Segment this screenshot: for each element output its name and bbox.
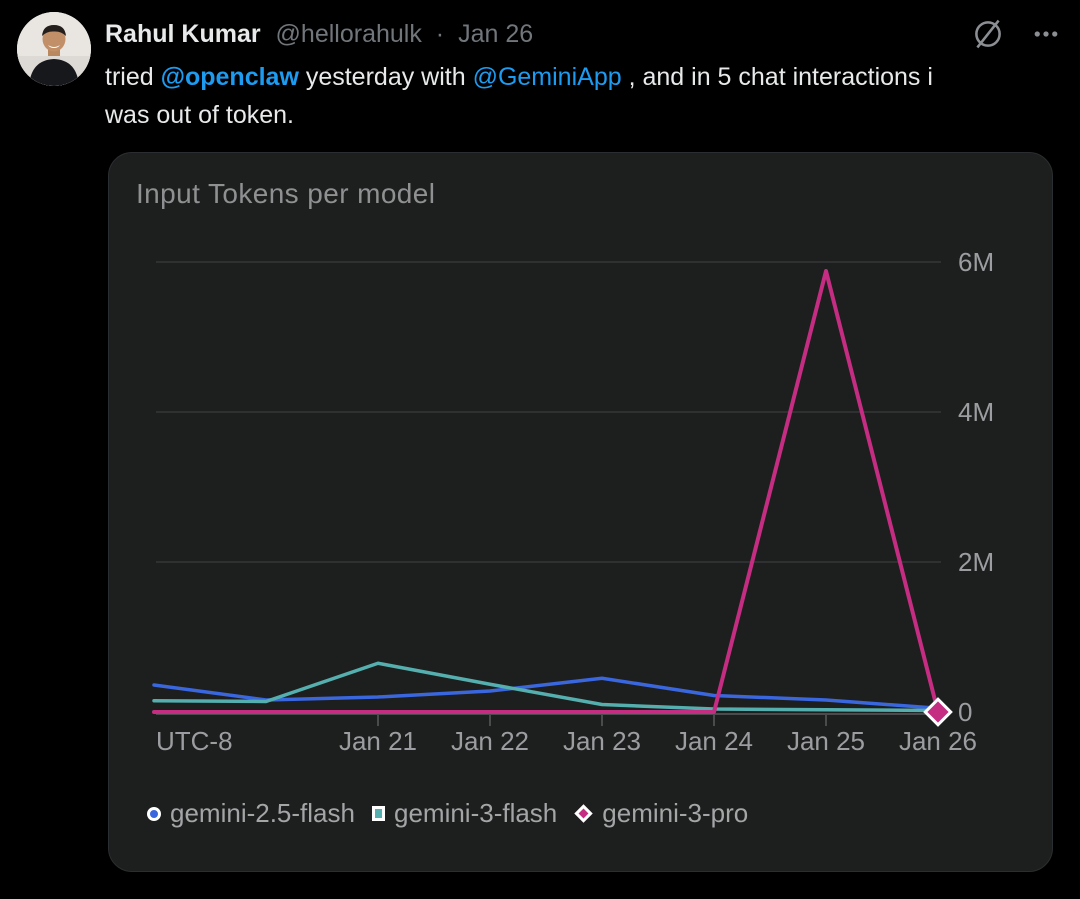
avatar[interactable] — [17, 12, 91, 86]
line-chart: 6M 4M 2M 0 Jan 21 Jan 22 Jan 23 Jan 24 Jan 25 Jan… — [152, 247, 994, 756]
x-tick-label: Jan 23 — [563, 726, 641, 756]
legend-item-gemini-3-pro[interactable]: gemini-3-pro — [574, 798, 748, 829]
tweet-text-segment: tried — [105, 63, 161, 91]
more-options-glyph — [1034, 31, 1058, 37]
circle-marker-icon — [147, 806, 161, 821]
chart-card[interactable]: Input Tokens per model 6M 4M 2M 0 Jan 21 Jan … — [108, 152, 1053, 872]
avatar-image — [17, 12, 91, 86]
x-tick-label: Jan 21 — [339, 726, 417, 756]
header-separator: · — [435, 20, 445, 48]
y-tick-label: 4M — [958, 397, 994, 427]
series-line-gemini-2.5-flash — [152, 676, 940, 710]
y-tick-label: 6M — [958, 247, 994, 277]
chart-legend: gemini-2.5-flash gemini-3-flash gemini-3-p… — [147, 798, 748, 829]
timezone-label: UTC-8 — [156, 726, 233, 756]
tweet-text: tried @openclaw yesterday with @GeminiAp… — [105, 58, 1055, 134]
series-line-gemini-3-pro — [152, 269, 940, 714]
series-line-gemini-3-flash — [152, 661, 940, 713]
grok-icon-glyph — [975, 19, 1001, 49]
x-tick-label: Jan 26 — [899, 726, 977, 756]
more-options-icon[interactable] — [1028, 16, 1064, 52]
user-handle[interactable]: @hellorahulk — [275, 20, 422, 48]
end-point-diamond-marker — [923, 697, 953, 727]
grok-icon[interactable] — [970, 16, 1006, 52]
display-name[interactable]: Rahul Kumar — [105, 20, 261, 48]
mention-link[interactable]: @openclaw — [160, 63, 299, 91]
tweet-text-segment: yesterday with — [298, 63, 473, 91]
tweet-text-segment: was out of token. — [105, 101, 295, 129]
square-marker-icon — [371, 806, 385, 821]
y-tick-label: 2M — [958, 547, 994, 577]
tweet-actions — [970, 16, 1064, 52]
legend-item-gemini-2.5-flash[interactable]: gemini-2.5-flash — [147, 798, 355, 829]
mention-link[interactable]: @GeminiApp — [472, 63, 622, 91]
legend-item-gemini-3-flash[interactable]: gemini-3-flash — [371, 798, 558, 829]
legend-label: gemini-3-pro — [602, 798, 749, 828]
diamond-marker-icon — [574, 804, 593, 823]
tweet-header: Rahul Kumar @hellorahulk · Jan 26 — [105, 18, 533, 50]
legend-label: gemini-2.5-flash — [170, 798, 355, 828]
x-tick-label: Jan 24 — [675, 726, 753, 756]
x-tick-label: Jan 22 — [451, 726, 529, 756]
chart-title: Input Tokens per model — [136, 178, 436, 209]
y-tick-label: 0 — [958, 697, 972, 727]
legend-label: gemini-3-flash — [393, 798, 558, 828]
x-tick-label: Jan 25 — [787, 726, 865, 756]
tweet-text-line: was out of token. — [105, 96, 1055, 134]
tweet-text-line: tried @openclaw yesterday with @GeminiAp… — [105, 58, 1055, 96]
tweet-text-segment: , and in 5 chat interactions i — [621, 63, 933, 91]
tweet-date[interactable]: Jan 26 — [458, 20, 534, 48]
